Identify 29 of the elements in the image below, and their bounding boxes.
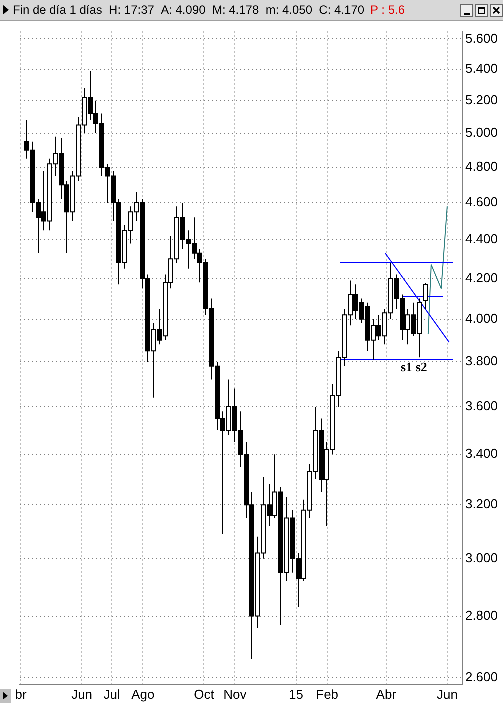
- y-tick-label: 4.400: [465, 232, 498, 247]
- annotation: s1 s2: [401, 360, 428, 375]
- x-tick-label: Jun: [436, 686, 458, 702]
- x-tick-label: Ago: [132, 686, 155, 702]
- y-tick-label: 3.800: [465, 354, 498, 369]
- y-tick-label: 5.000: [465, 125, 498, 140]
- x-tick-label: br: [15, 686, 28, 702]
- y-tick-label: 5.200: [465, 92, 498, 108]
- y-tick-label: 3.200: [465, 496, 498, 512]
- x-tick-label: Feb: [316, 686, 339, 702]
- y-tick-label: 3.400: [465, 446, 498, 462]
- y-tick-label: 4.000: [465, 310, 498, 326]
- y-tick-label: 3.000: [465, 550, 498, 566]
- y-tick-label: 2.600: [465, 670, 498, 685]
- y-tick-label: 4.200: [465, 270, 498, 286]
- y-tick-label: 5.600: [465, 30, 498, 46]
- y-tick-label: 4.800: [465, 159, 498, 174]
- chart-title: Fin de día 1 días H: 17:37 A: 4.090 M: 4.178 m: 4.050 C: 4.170: [13, 3, 365, 17]
- x-tick-label: Nov: [224, 686, 248, 702]
- x-tick-label: 15: [289, 686, 304, 702]
- y-tick-label: 2.800: [465, 608, 498, 623]
- x-tick-label: Oct: [194, 686, 215, 702]
- y-tick-label: 3.600: [465, 398, 498, 414]
- x-tick-label: Jul: [104, 686, 121, 702]
- chart-subtitle: P : 5.6: [370, 3, 406, 17]
- x-tick-label: Abr: [376, 686, 398, 702]
- x-tick-label: Jun: [72, 686, 93, 702]
- y-tick-label: 4.600: [465, 194, 498, 210]
- y-tick-label: 5.400: [465, 61, 498, 76]
